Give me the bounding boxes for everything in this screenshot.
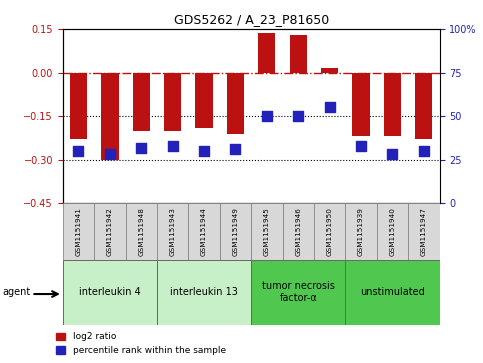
Text: tumor necrosis
factor-α: tumor necrosis factor-α (262, 281, 335, 303)
Point (389, 152, 397, 158)
FancyBboxPatch shape (220, 203, 251, 260)
FancyBboxPatch shape (283, 203, 314, 260)
Bar (196, 73, 213, 128)
Point (357, 143, 365, 149)
Text: GSM1151947: GSM1151947 (421, 207, 427, 256)
Title: GDS5262 / A_23_P81650: GDS5262 / A_23_P81650 (173, 13, 329, 26)
Text: GSM1151946: GSM1151946 (295, 207, 301, 256)
Point (295, 113, 302, 119)
Bar (290, 36, 307, 73)
Point (138, 144, 145, 150)
Bar (415, 73, 432, 139)
FancyBboxPatch shape (377, 203, 408, 260)
Point (74, 148, 82, 154)
Legend: log2 ratio, percentile rank within the sample: log2 ratio, percentile rank within the s… (53, 329, 229, 359)
Bar (164, 73, 181, 131)
Point (326, 105, 333, 110)
FancyBboxPatch shape (408, 203, 440, 260)
Bar (258, 33, 275, 73)
Point (263, 113, 271, 119)
Bar (70, 73, 87, 139)
FancyBboxPatch shape (63, 203, 94, 260)
Text: GSM1151950: GSM1151950 (327, 207, 333, 256)
Point (106, 152, 114, 158)
Bar (227, 73, 244, 134)
FancyBboxPatch shape (63, 260, 157, 325)
Bar (353, 73, 369, 136)
Text: GSM1151945: GSM1151945 (264, 207, 270, 256)
Text: interleukin 4: interleukin 4 (79, 287, 141, 297)
FancyBboxPatch shape (157, 260, 251, 325)
Text: GSM1151949: GSM1151949 (232, 207, 239, 256)
Point (420, 148, 428, 154)
Bar (133, 73, 150, 131)
Text: agent: agent (2, 287, 30, 297)
Text: GSM1151941: GSM1151941 (75, 207, 82, 256)
Text: GSM1151943: GSM1151943 (170, 207, 176, 256)
Text: GSM1151942: GSM1151942 (107, 207, 113, 256)
Text: GSM1151948: GSM1151948 (138, 207, 144, 256)
Text: GSM1151940: GSM1151940 (389, 207, 396, 256)
FancyBboxPatch shape (126, 203, 157, 260)
Bar (321, 68, 338, 73)
FancyBboxPatch shape (345, 203, 377, 260)
Point (169, 143, 177, 149)
Text: GSM1151944: GSM1151944 (201, 207, 207, 256)
Text: unstimulated: unstimulated (360, 287, 425, 297)
Bar (101, 73, 118, 160)
FancyBboxPatch shape (188, 203, 220, 260)
FancyBboxPatch shape (345, 260, 440, 325)
FancyBboxPatch shape (314, 203, 345, 260)
FancyBboxPatch shape (251, 203, 283, 260)
Point (200, 148, 208, 154)
FancyBboxPatch shape (94, 203, 126, 260)
Bar (384, 73, 401, 136)
Point (232, 146, 240, 152)
FancyBboxPatch shape (157, 203, 188, 260)
FancyBboxPatch shape (251, 260, 345, 325)
Text: interleukin 13: interleukin 13 (170, 287, 238, 297)
Text: GSM1151939: GSM1151939 (358, 207, 364, 256)
